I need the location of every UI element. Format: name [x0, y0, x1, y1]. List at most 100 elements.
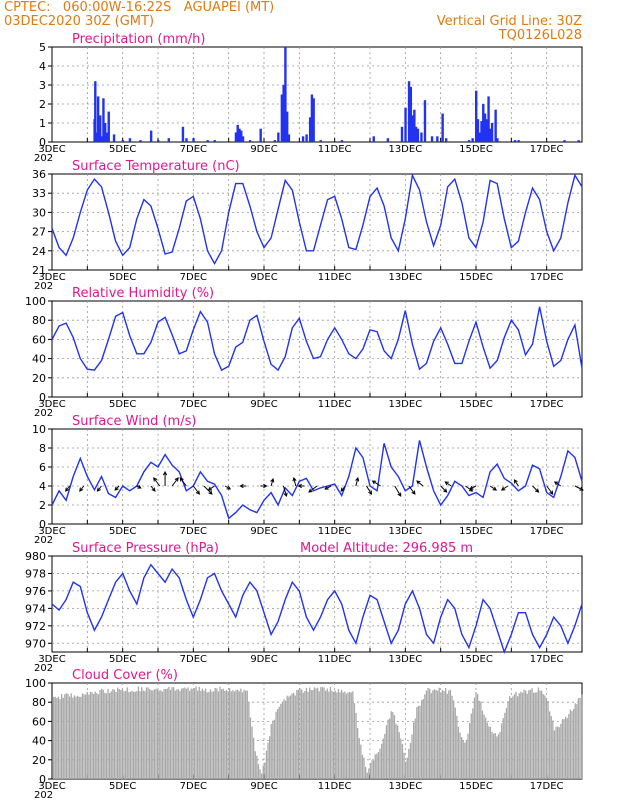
cloud-bar: [59, 699, 61, 779]
cloud-bar: [422, 699, 424, 779]
cloud-bar: [305, 687, 308, 779]
cloud-bar: [299, 688, 301, 779]
cloud-bar: [233, 691, 236, 779]
cloud-bar: [461, 737, 463, 779]
cloud-bar: [472, 708, 474, 779]
wind-arrow-head: [553, 481, 559, 486]
cloud-bar: [443, 691, 445, 779]
cloud-bar: [61, 694, 63, 779]
cloud-bar: [217, 691, 220, 779]
cloud-bar: [307, 691, 309, 779]
cloud-bar: [566, 718, 568, 779]
precip-bar: [482, 104, 485, 142]
cloud-bar: [158, 690, 160, 779]
cloud-bar: [249, 717, 252, 779]
pres-xtick-label: 5DEC: [109, 654, 136, 665]
cloud-bar: [401, 743, 404, 779]
cloud-bar: [177, 689, 180, 779]
cloud-bar: [257, 763, 260, 779]
wind-arrow: [469, 485, 477, 490]
cloud-ytick-label: 60: [32, 715, 46, 728]
cloud-bar: [451, 695, 453, 779]
cloud-bar: [531, 688, 533, 779]
cloud-bar: [489, 726, 492, 779]
wind-arrow-head: [96, 487, 101, 492]
wind-arrow-head: [65, 487, 70, 492]
cloud-bar: [75, 696, 77, 779]
temp-ytick-label: 33: [32, 187, 46, 200]
cloud-bar: [142, 690, 144, 779]
wind-arrow: [324, 485, 332, 490]
cloud-bar: [153, 689, 156, 779]
cloud-bar: [373, 760, 375, 779]
wind-arrow-head: [162, 470, 168, 476]
cloud-bar: [267, 742, 269, 779]
cloud-bar: [269, 736, 271, 779]
cloud-bar: [337, 689, 340, 779]
precip-bar: [102, 98, 105, 142]
wind-arrow: [416, 480, 424, 487]
precip-bar: [312, 98, 315, 142]
cloud-bar: [358, 738, 360, 779]
cloud-bar: [504, 712, 506, 779]
cloud-bar: [517, 696, 519, 779]
cloud-bar: [185, 688, 188, 779]
cloud-bar: [222, 688, 224, 779]
cloud-bar: [424, 694, 426, 779]
cloud-bar: [545, 697, 548, 779]
cloud-bar: [542, 694, 544, 779]
cloud-bar: [139, 691, 141, 779]
cloud-bar: [363, 757, 365, 779]
rh-ytick-label: 80: [32, 314, 46, 327]
cloud-bar: [352, 691, 354, 779]
cloud-bar: [285, 700, 287, 779]
cloud-bar: [211, 691, 213, 779]
temp-ytick-label: 21: [32, 264, 46, 277]
cloud-bar: [528, 690, 530, 779]
cloud-bar: [497, 734, 500, 779]
precip-bar: [485, 119, 488, 142]
cloud-bar: [563, 719, 565, 779]
cloud-bar: [265, 750, 268, 779]
pres-line: [51, 563, 583, 655]
wind-arrow-head: [469, 485, 474, 490]
cloud-bar: [437, 690, 439, 779]
rh-xtick-label: 7DEC: [180, 399, 207, 410]
precip-bar: [310, 94, 314, 142]
temp-year-label: 202: [34, 281, 53, 292]
precip-bar: [420, 132, 423, 142]
cloud-bar: [417, 705, 420, 779]
rh-title: Relative Humidity (%): [72, 286, 214, 301]
cloud-xtick-label: 9DEC: [250, 781, 277, 792]
cloud-bar: [525, 690, 527, 779]
cloud-bar: [254, 751, 256, 779]
wind-arrow: [366, 485, 372, 495]
precip-bar: [167, 138, 170, 142]
cloud-bar: [549, 711, 551, 779]
cloud-bar: [240, 688, 242, 779]
wind-arrow-head: [174, 477, 179, 482]
cloud-bar: [174, 690, 176, 779]
wind-arrow-head: [535, 488, 540, 493]
cloud-bar: [344, 691, 346, 779]
precip-bar: [240, 130, 243, 142]
cloud-bar: [518, 693, 520, 779]
cloud-bar: [317, 687, 319, 779]
cloud-bar: [393, 715, 396, 779]
cloud-bar: [467, 733, 469, 779]
cloud-bar: [105, 693, 108, 779]
wind-xtick-label: 17DEC: [530, 526, 564, 537]
wind-arrow-head: [549, 490, 554, 495]
wind-arrow: [372, 480, 381, 487]
cloud-bar: [357, 727, 359, 779]
pres-xtick-label: 13DEC: [388, 654, 422, 665]
cloud-xtick-label: 7DEC: [180, 781, 207, 792]
cloud-ytick-label: 0: [39, 773, 46, 786]
cloud-bar: [550, 716, 552, 779]
cloud-bar: [536, 692, 538, 779]
precip-bar: [404, 107, 407, 142]
cloud-bar: [505, 707, 508, 779]
cloud-bar: [312, 690, 314, 779]
wind-arrow: [444, 481, 452, 487]
wind-arrow-head: [397, 492, 402, 497]
